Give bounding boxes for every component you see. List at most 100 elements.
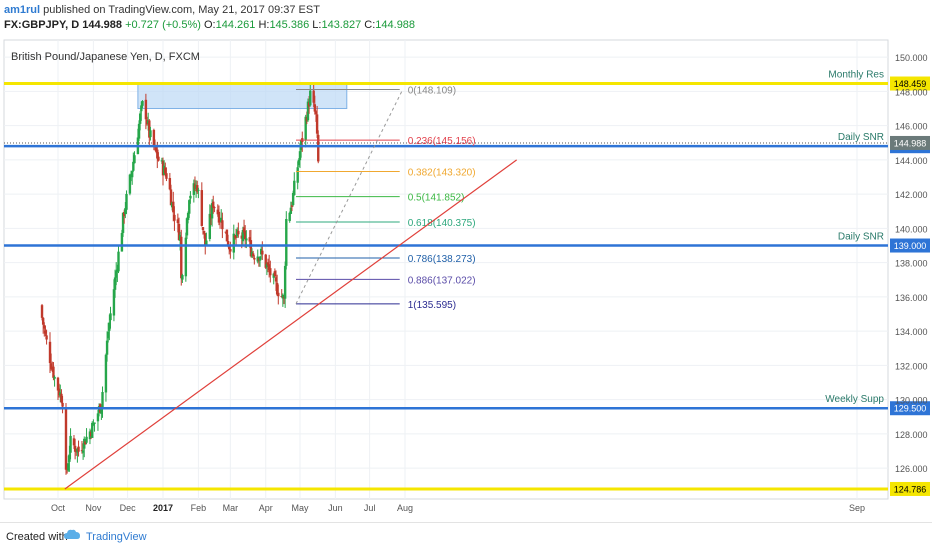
candle-body — [77, 446, 80, 452]
high-label: H: — [258, 19, 270, 31]
candle-body — [266, 262, 270, 266]
level-label: Monthly Res — [828, 70, 884, 81]
y-tick-label: 146.000 — [895, 122, 928, 132]
y-tick-label: 142.000 — [895, 190, 928, 200]
candle-body — [274, 277, 278, 282]
open-label: O: — [203, 19, 216, 31]
x-tick-label: Apr — [259, 503, 273, 513]
candle-body — [313, 104, 317, 112]
author-name[interactable]: am1rul — [4, 4, 41, 16]
y-tick-label: 130.000 — [895, 396, 928, 406]
y-tick-label: 140.000 — [895, 224, 928, 234]
candle-body — [281, 294, 285, 299]
candle-body — [258, 256, 262, 261]
candle-body — [226, 241, 230, 247]
chart-title: British Pound/Japanese Yen, D, FXCM — [11, 51, 200, 63]
x-tick-label: Feb — [191, 503, 207, 513]
candle-body — [104, 354, 108, 393]
candle-body — [172, 201, 175, 213]
x-tick-label: May — [291, 503, 309, 513]
y-tick-label: 132.000 — [895, 361, 928, 371]
candle-body — [184, 237, 188, 277]
candle-body — [186, 212, 190, 221]
candle-body — [298, 151, 302, 161]
candle-body — [141, 100, 144, 106]
candle-body — [49, 363, 53, 369]
candle-body — [251, 253, 255, 257]
published-text: published on TradingView.com, May 21, 20… — [40, 4, 320, 16]
close-label: C: — [364, 19, 376, 31]
price-change: +0.727 (+0.5%) — [125, 19, 201, 31]
candle-body — [208, 213, 212, 239]
close-value: 144.988 — [375, 19, 416, 31]
candle-body — [130, 171, 134, 178]
y-axis: 126.000 128.000 130.000 132.000 134.000 136.0… — [895, 53, 928, 474]
candle-body — [148, 120, 151, 138]
candle-body — [140, 105, 143, 112]
x-tick-label: Oct — [51, 503, 66, 513]
tradingview-brand[interactable]: TradingView — [86, 531, 147, 543]
candle-body — [120, 233, 124, 252]
candle-body — [124, 208, 127, 215]
candle-body — [52, 366, 55, 378]
candles — [40, 82, 320, 475]
candle-body — [225, 229, 229, 242]
candle-body — [45, 335, 48, 340]
x-tick-label: Aug — [397, 503, 413, 513]
candle-body — [189, 195, 192, 199]
candle-body — [53, 376, 56, 379]
plot-area — [3, 39, 889, 500]
candle-body — [317, 134, 320, 162]
candle-body — [72, 438, 76, 446]
candle-body — [73, 445, 77, 452]
level-price-tag — [890, 401, 930, 416]
candle-body — [81, 450, 85, 453]
current-price-tag-text: 144.988 — [894, 138, 927, 148]
high-value: 145.386 — [269, 19, 310, 31]
candle-body — [232, 233, 235, 253]
candle-body — [138, 113, 142, 124]
y-tick-label: 150.000 — [895, 53, 928, 63]
x-tick-label: 2017 — [153, 503, 173, 513]
candle-body — [275, 282, 279, 295]
candle-body — [297, 159, 301, 166]
candle-body — [315, 114, 319, 134]
tradingview-logo-icon — [64, 529, 80, 539]
candle-body — [64, 407, 68, 470]
candle-body — [289, 207, 293, 214]
y-tick-label: 136.000 — [895, 293, 928, 303]
candle-body — [217, 211, 221, 223]
x-tick-label: Dec — [120, 503, 137, 513]
fib-level-label: 0.786(138.273) — [408, 254, 476, 265]
x-tick-label: Sep — [849, 503, 865, 513]
candle-body — [164, 167, 167, 174]
candle-body — [85, 436, 88, 443]
candle-body — [84, 441, 87, 445]
candle-body — [61, 402, 64, 407]
candle-body — [169, 189, 173, 206]
candle-body — [60, 393, 63, 403]
y-tick-label: 126.000 — [895, 464, 928, 474]
x-axis: Oct Nov Dec 2017 Feb Mar Apr May Jun Jul Aug Sep — [51, 503, 865, 513]
x-tick-label: Jul — [364, 503, 376, 513]
candle-body — [200, 190, 204, 226]
candle-body — [68, 454, 71, 462]
candle-body — [144, 99, 148, 120]
candle-body — [192, 183, 196, 195]
level-price-tag-text: 129.500 — [894, 404, 927, 414]
candle-body — [314, 111, 318, 114]
x-tick-label: Jun — [328, 503, 343, 513]
candle-body — [220, 217, 223, 222]
trendline — [64, 159, 518, 490]
candle-body — [283, 265, 287, 299]
candle-body — [105, 340, 109, 355]
created-with-label: Created with — [6, 531, 68, 543]
y-tick-label: 148.000 — [895, 87, 928, 97]
candle-body — [93, 422, 96, 424]
candle-body — [92, 423, 95, 425]
candle-body — [149, 130, 152, 138]
candle-body — [304, 116, 307, 140]
candle-body — [154, 145, 158, 152]
